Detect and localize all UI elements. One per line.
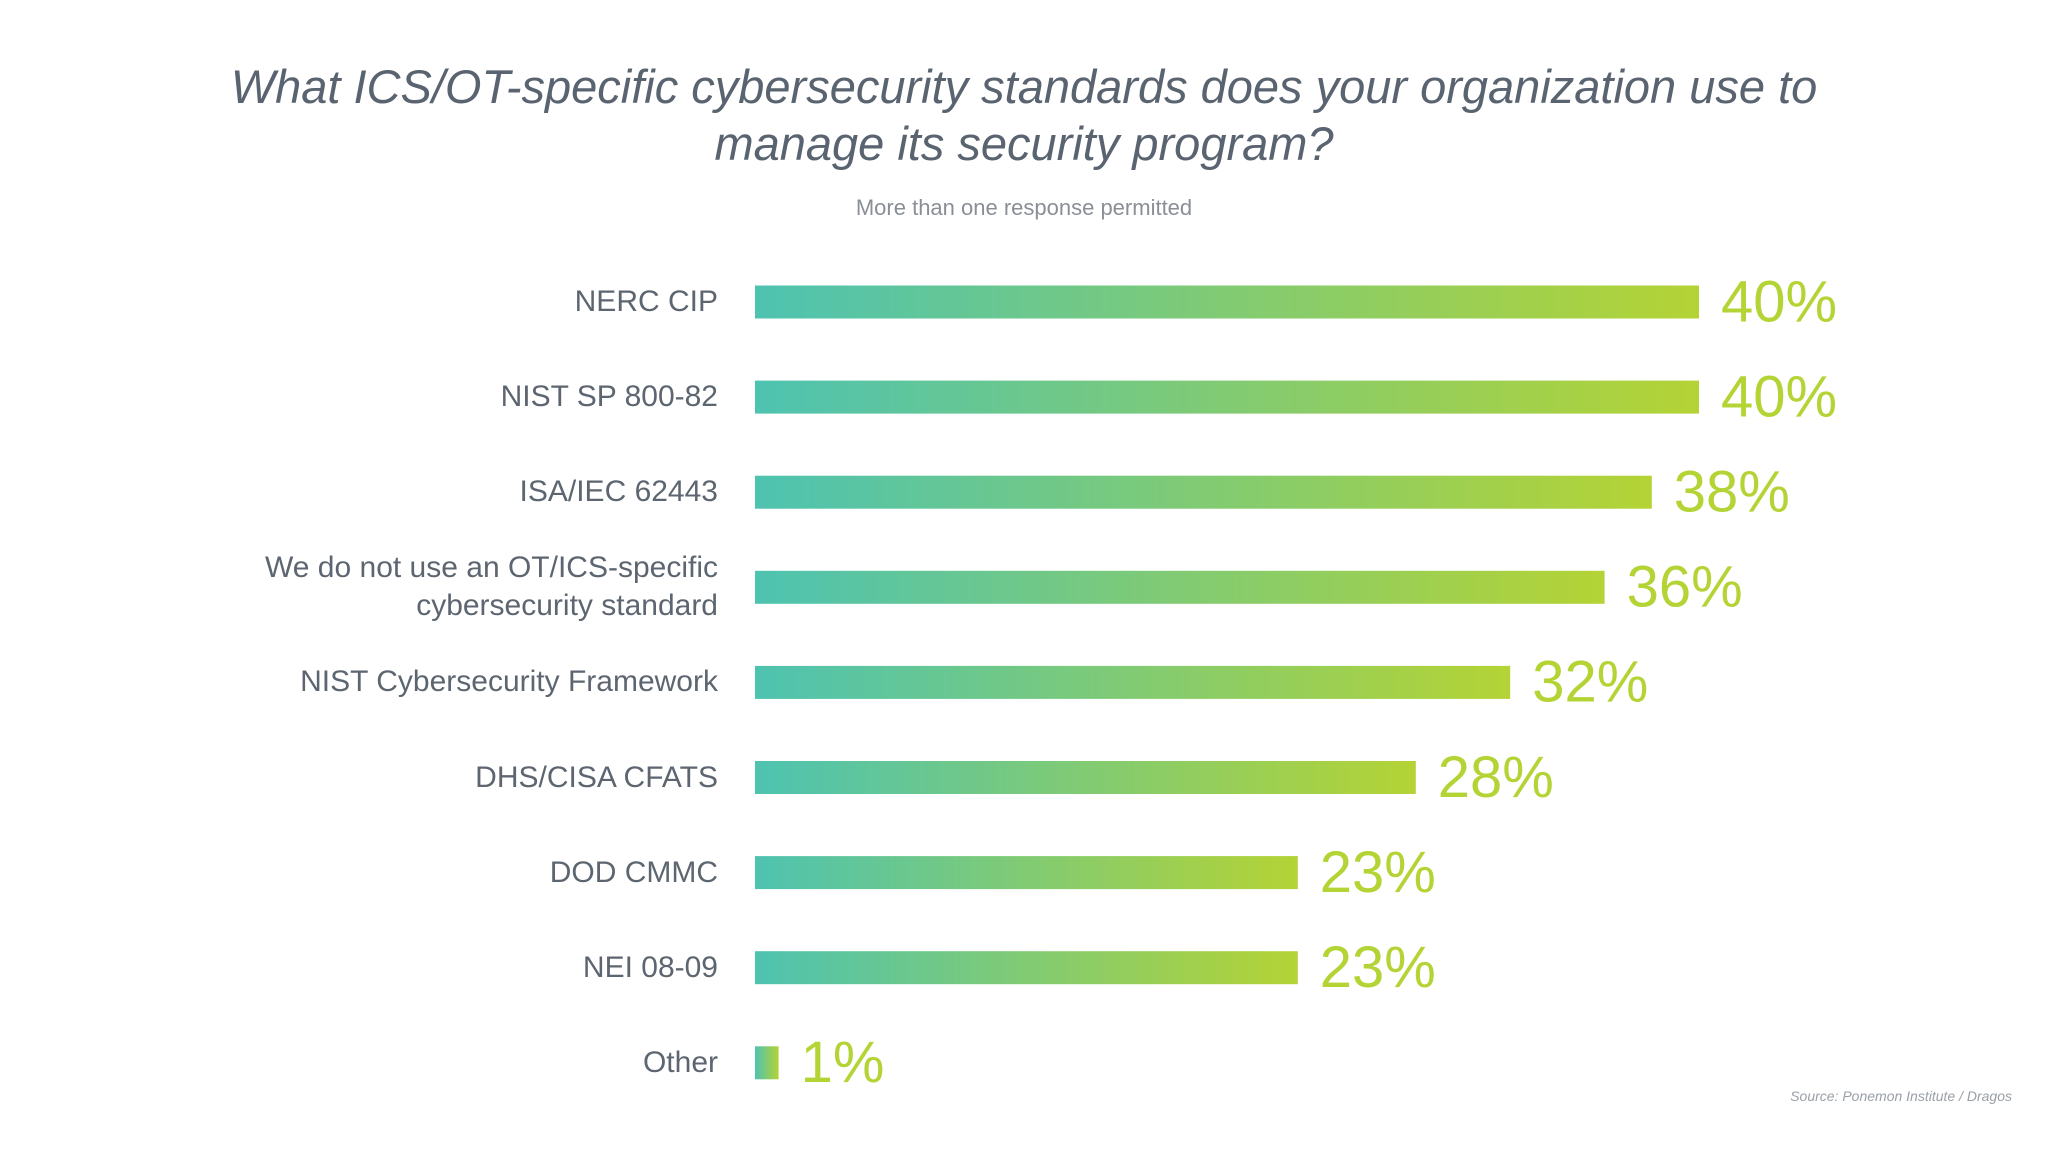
bar bbox=[755, 856, 1298, 890]
value-label: 32% bbox=[1532, 650, 1648, 715]
category-label: We do not use an OT/ICS-specific cyberse… bbox=[265, 551, 718, 623]
category-label: ISA/IEC 62443 bbox=[519, 475, 718, 509]
value-label: 28% bbox=[1438, 745, 1554, 810]
bar bbox=[755, 1046, 779, 1080]
bar bbox=[755, 380, 1699, 414]
category-label: NERC CIP bbox=[574, 285, 718, 318]
category-label: NIST SP 800-82 bbox=[500, 380, 718, 414]
bar bbox=[755, 285, 1699, 319]
source-note: Source: Ponemon Institute / Dragos bbox=[1790, 1088, 2012, 1104]
bar bbox=[755, 475, 1652, 509]
value-label: 23% bbox=[1320, 935, 1436, 1000]
bar bbox=[755, 665, 1511, 699]
bar bbox=[755, 951, 1298, 985]
value-label: 36% bbox=[1627, 555, 1743, 620]
value-label: 40% bbox=[1721, 269, 1837, 334]
category-label: DOD CMMC bbox=[549, 855, 718, 889]
category-label: NIST Cybersecurity Framework bbox=[300, 665, 718, 699]
value-label: 40% bbox=[1721, 364, 1837, 429]
category-label: DHS/CISA CFATS bbox=[475, 760, 718, 794]
value-label: 23% bbox=[1320, 840, 1436, 905]
bar bbox=[755, 761, 1416, 794]
category-label: NEI 08-09 bbox=[582, 950, 718, 984]
category-label: Other bbox=[642, 1045, 718, 1079]
bar bbox=[755, 570, 1605, 604]
value-label: 38% bbox=[1674, 460, 1790, 525]
chart-title: What ICS/OT-specific cybersecurity stand… bbox=[230, 60, 1818, 170]
value-label: 1% bbox=[801, 1030, 885, 1095]
chart-subtitle: More than one response permitted bbox=[855, 195, 1193, 220]
